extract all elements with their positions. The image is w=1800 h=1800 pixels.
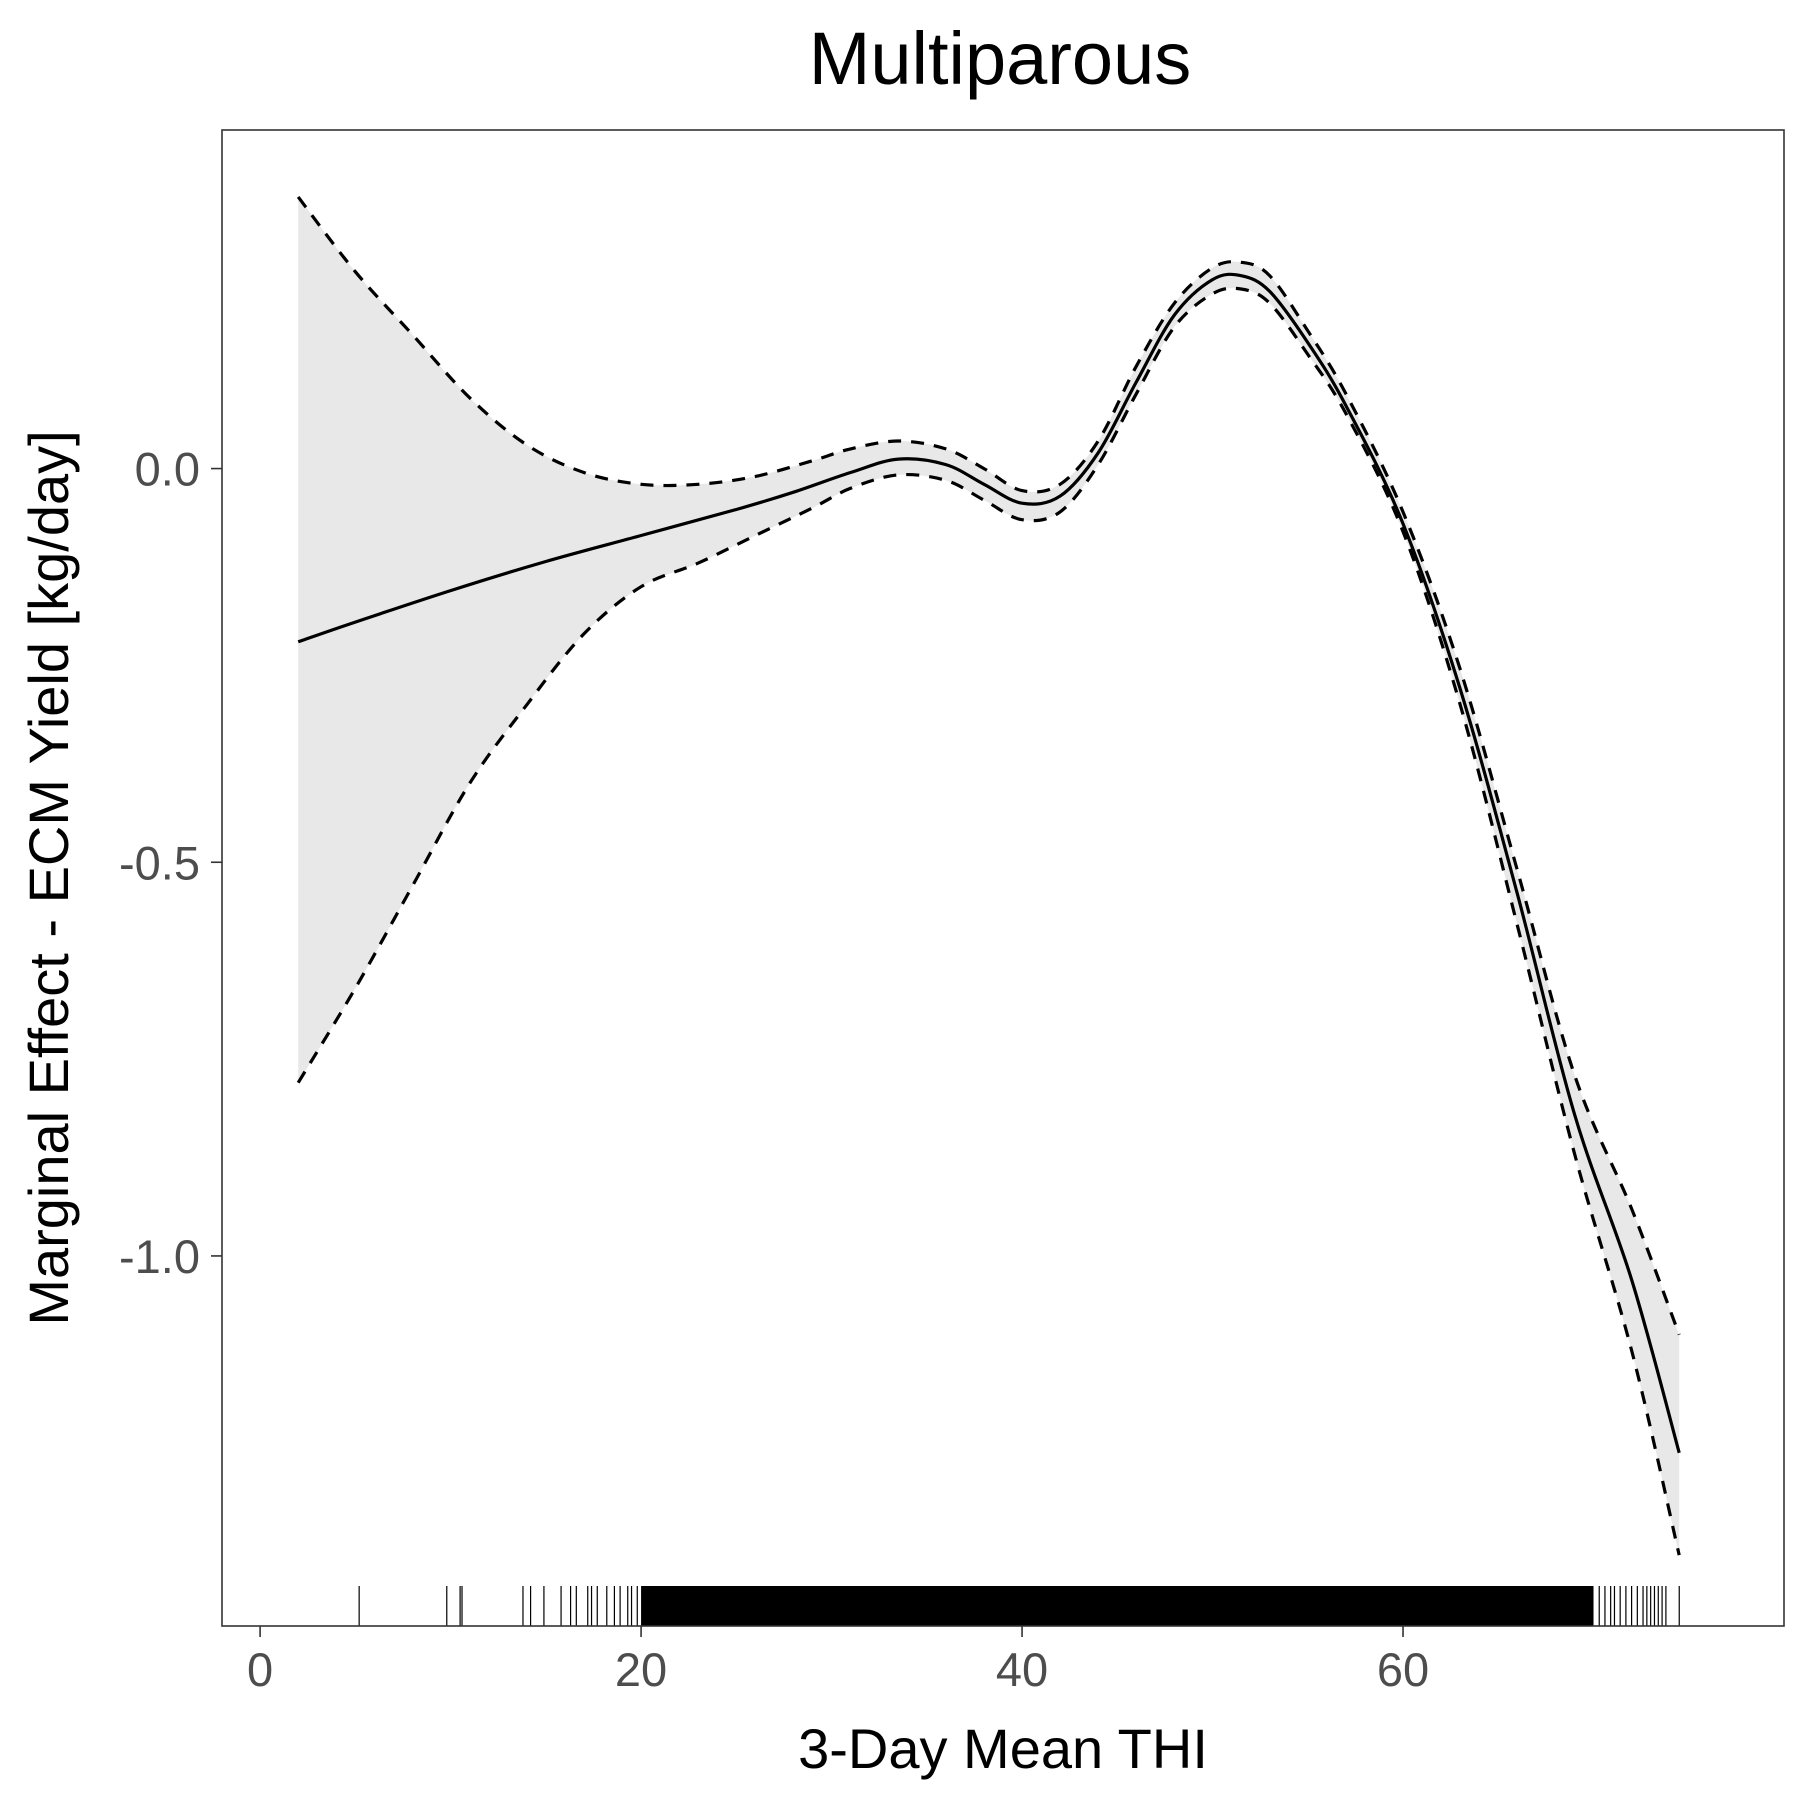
x-tick-label: 20 [615,1643,667,1696]
rug-plot [358,1586,1680,1626]
confidence-band [298,196,1680,1556]
y-tick-label: -0.5 [119,836,200,889]
y-axis-title: Marginal Effect - ECM Yield [kg/day] [17,430,80,1325]
y-axis: 0.0 -0.5 -1.0 [119,443,222,1283]
y-tick-label: 0.0 [135,443,200,496]
x-axis-title: 3-Day Mean THI [798,1717,1208,1780]
series-line-upper [296,195,1681,1336]
y-tick-label: -1.0 [119,1230,200,1283]
series-line-estimate [297,272,1681,1454]
chart-title: Multiparous [809,17,1192,100]
plot-panel-border [221,129,1785,1627]
x-tick-label: 0 [247,1643,273,1696]
x-tick-label: 40 [996,1643,1048,1696]
x-tick-label: 60 [1377,1643,1429,1696]
plot-content [296,195,1681,1556]
x-axis: 0 20 40 60 [247,1626,1429,1696]
rug-dense-block [641,1586,1594,1626]
